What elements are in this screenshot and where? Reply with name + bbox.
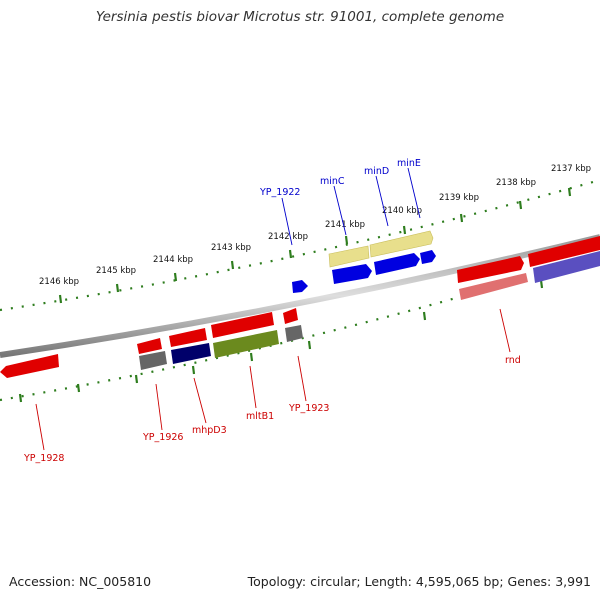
scale-tick-label: 2140 kbp — [382, 206, 422, 216]
genome-summary: Topology: circular; Length: 4,595,065 bp… — [247, 574, 591, 589]
gene-red-right-1[interactable] — [457, 256, 524, 283]
gene-label: YP_1926 — [142, 432, 183, 443]
forward-strand-features — [292, 230, 600, 300]
scale-tick-label: 2145 kbp — [96, 266, 136, 276]
scale-tick-label: 2142 kbp — [268, 232, 308, 242]
gene-minD[interactable] — [374, 253, 420, 275]
gene-label: rnd — [505, 355, 521, 366]
gene-pink-rnd[interactable] — [459, 273, 528, 300]
accession-label: Accession: NC_005810 — [9, 574, 152, 589]
gene-YP_1926[interactable] — [139, 351, 167, 370]
map-title: Yersinia pestis biovar Microtus str. 910… — [95, 9, 505, 25]
gene-label: minC — [320, 176, 345, 187]
gene-YP_1928[interactable] — [0, 354, 59, 378]
gene-red-right-2[interactable] — [528, 236, 600, 267]
scale-tick-label: 2138 kbp — [496, 178, 536, 188]
scale-tick-label: 2146 kbp — [39, 277, 79, 287]
scale-tick-label: 2139 kbp — [439, 193, 479, 203]
gene-red-lower-3[interactable] — [211, 312, 274, 338]
scale-tick-label: 2141 kbp — [325, 220, 365, 230]
gene-label: mltB1 — [246, 411, 274, 422]
genome-backbone — [0, 234, 600, 358]
gene-label: YP_1928 — [23, 453, 64, 464]
gene-label: minE — [397, 158, 421, 169]
gene-minE[interactable] — [420, 250, 436, 264]
gene-red-lower-1[interactable] — [137, 338, 162, 354]
gene-label: YP_1922 — [259, 187, 300, 198]
gene-YP_1922[interactable] — [292, 280, 308, 293]
gene-label: mhpD3 — [192, 425, 227, 436]
gene-khaki-upper-2[interactable] — [369, 230, 434, 258]
gene-red-lower-4[interactable] — [283, 308, 298, 324]
gene-label: minD — [364, 166, 389, 177]
scale-tick-label: 2137 kbp — [551, 164, 591, 174]
gene-minC[interactable] — [332, 264, 372, 284]
gene-mltB1[interactable] — [213, 330, 279, 358]
gene-navy-right[interactable] — [533, 251, 600, 283]
upper-major-ticks — [58, 187, 572, 304]
gene-red-lower-2[interactable] — [169, 328, 207, 347]
scale-tick-label: 2143 kbp — [211, 243, 251, 253]
gene-YP_1923[interactable] — [285, 325, 303, 342]
gene-mhpD3[interactable] — [171, 343, 211, 364]
scale-tick-label: 2144 kbp — [153, 255, 193, 265]
lower-label-leaders — [35, 308, 511, 451]
reverse-strand-features — [0, 308, 303, 378]
gene-label: YP_1923 — [288, 403, 329, 414]
upper-label-leaders — [281, 167, 421, 246]
gene-khaki-upper-1[interactable] — [328, 245, 370, 268]
